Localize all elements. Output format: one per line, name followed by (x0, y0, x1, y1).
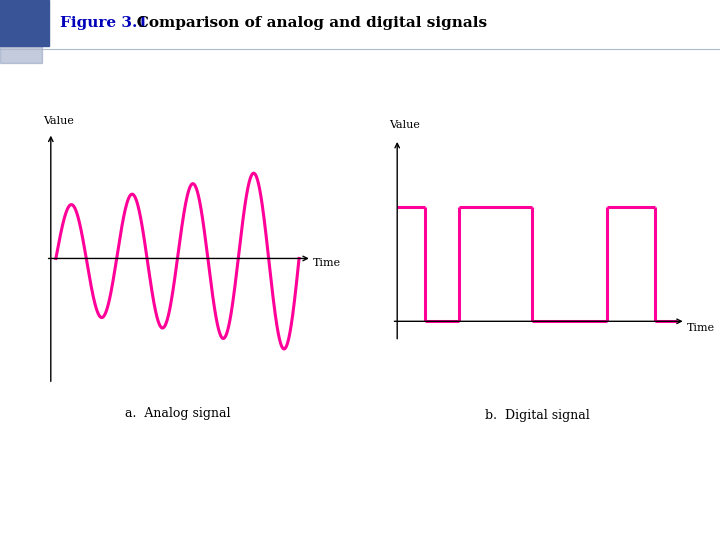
Text: Value: Value (389, 119, 420, 130)
Text: b.  Digital signal: b. Digital signal (485, 409, 590, 422)
Text: Figure 3.1: Figure 3.1 (60, 16, 148, 30)
Text: Time: Time (687, 323, 715, 333)
Text: Time: Time (313, 258, 341, 268)
Text: Comparison of analog and digital signals: Comparison of analog and digital signals (121, 16, 487, 30)
Bar (0, 46, 42, 63)
Text: Value: Value (43, 116, 74, 126)
Bar (0, 0, 49, 46)
Text: a.  Analog signal: a. Analog signal (125, 407, 230, 421)
